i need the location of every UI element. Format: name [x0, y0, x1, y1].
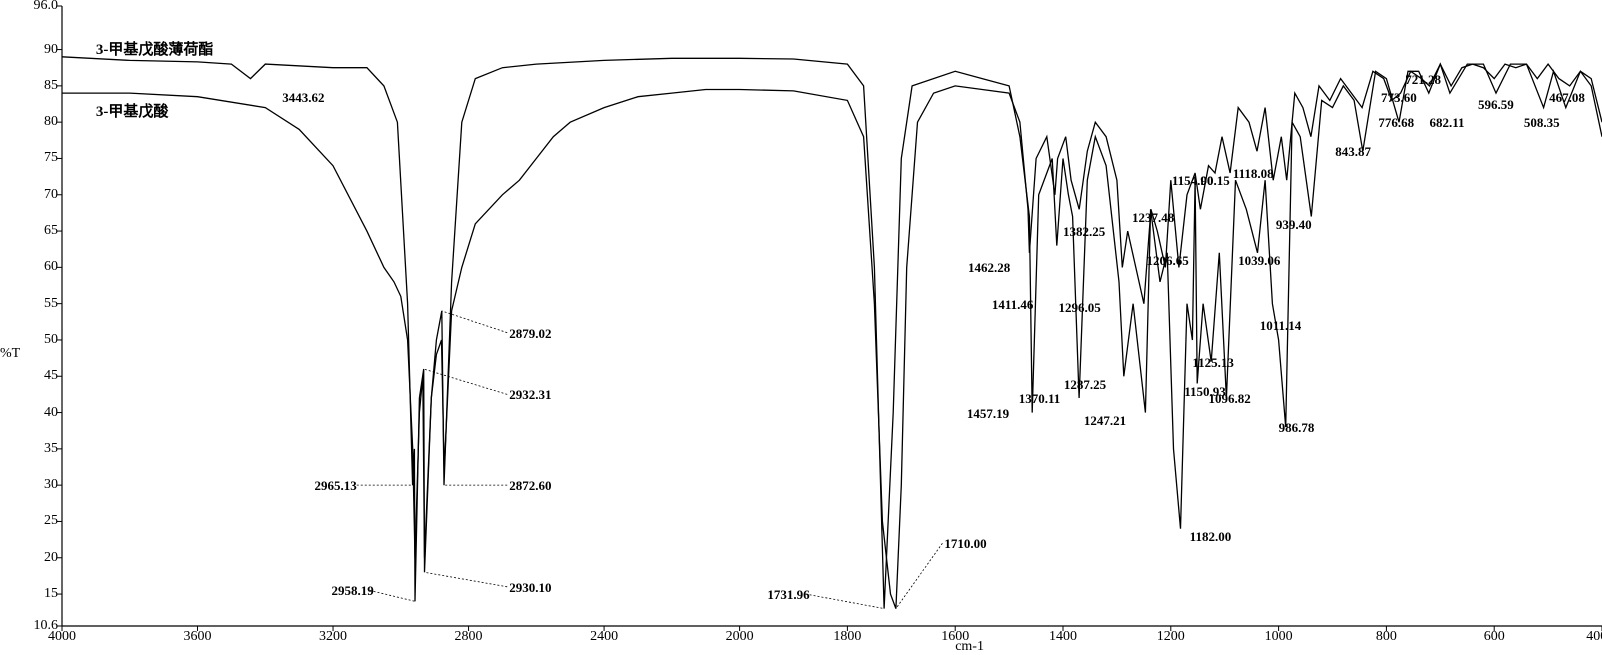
y-tick-label: 70	[8, 187, 58, 203]
y-tick-label: 35	[8, 441, 58, 457]
peak-label: 721.28	[1405, 73, 1441, 86]
series-ester	[62, 57, 1602, 609]
y-axis-label: %T	[0, 346, 20, 362]
peak-label: 939.40	[1276, 218, 1312, 231]
peak-label: 1011.14	[1260, 319, 1302, 332]
y-tick-label: 30	[8, 477, 58, 493]
peak-label: 1118.08	[1233, 167, 1274, 180]
y-tick-label: 20	[8, 550, 58, 566]
peak-label: 1411.46	[992, 298, 1034, 311]
series-label-acid: 3-甲基戊酸	[96, 100, 169, 121]
x-tick-label: 1800	[833, 629, 861, 645]
peak-label: 508.35	[1524, 116, 1560, 129]
peak-label: 1710.00	[944, 537, 986, 550]
peak-leader	[370, 590, 415, 601]
series-label-ester: 3-甲基戊酸薄荷酯	[96, 38, 214, 59]
peak-label: 1731.96	[767, 588, 809, 601]
ir-spectrum-chart	[0, 0, 1602, 655]
peak-leader	[424, 369, 507, 394]
x-tick-label: 400.0	[1586, 629, 1602, 645]
peak-label: 1296.05	[1058, 301, 1100, 314]
peak-label: 596.59	[1478, 98, 1514, 111]
peak-label: 1182.00	[1190, 530, 1232, 543]
peak-label: 3443.62	[282, 91, 324, 104]
peak-label: 1287.25	[1064, 378, 1106, 391]
peak-label: 1206.65	[1147, 254, 1189, 267]
peak-label: 1382.25	[1063, 225, 1105, 238]
peak-label: 682.11	[1430, 116, 1465, 129]
peak-label: 1125.13	[1192, 356, 1234, 369]
y-tick-label: 50	[8, 332, 58, 348]
x-tick-label: 2000	[726, 629, 754, 645]
y-tick-label: 80	[8, 114, 58, 130]
peak-label: 843.87	[1335, 145, 1371, 158]
peak-label: 00.15	[1200, 174, 1229, 187]
x-tick-label: 3600	[184, 629, 212, 645]
y-tick-label: 60	[8, 259, 58, 275]
peak-label: 1039.06	[1238, 254, 1280, 267]
peak-leader	[424, 572, 507, 587]
x-tick-label: 4000	[48, 629, 76, 645]
peak-label: 1237.48	[1132, 211, 1174, 224]
peak-leader	[896, 543, 943, 608]
x-tick-label: 1000	[1265, 629, 1293, 645]
peak-label: 776.68	[1378, 116, 1414, 129]
x-tick-label: 1400	[1049, 629, 1077, 645]
peak-label: 1457.19	[967, 407, 1009, 420]
peak-label: 1247.21	[1084, 414, 1126, 427]
x-tick-label: 3200	[319, 629, 347, 645]
x-tick-label: 800	[1376, 629, 1397, 645]
y-tick-label: 85	[8, 78, 58, 94]
peak-label: 1096.82	[1209, 392, 1251, 405]
peak-label: 467.08	[1549, 91, 1585, 104]
y-tick-label: 40	[8, 405, 58, 421]
peak-label: 2965.13	[315, 479, 357, 492]
peak-label: 2930.10	[509, 581, 551, 594]
y-tick-label: 65	[8, 223, 58, 239]
x-tick-label: 2800	[455, 629, 483, 645]
y-tick-label: 96.0	[8, 0, 58, 14]
peak-label: 1370.11	[1019, 392, 1061, 405]
x-tick-label: 600	[1484, 629, 1505, 645]
y-tick-label: 75	[8, 150, 58, 166]
y-tick-label: 45	[8, 368, 58, 384]
peak-label: 773.60	[1381, 91, 1417, 104]
y-tick-label: 15	[8, 586, 58, 602]
y-tick-label: 90	[8, 42, 58, 58]
x-axis-label: cm-1	[955, 639, 984, 655]
peak-leader	[806, 594, 884, 609]
x-tick-label: 1200	[1157, 629, 1185, 645]
series-acid	[62, 64, 1602, 609]
peak-label: 2872.60	[509, 479, 551, 492]
y-tick-label: 25	[8, 513, 58, 529]
y-tick-label: 55	[8, 296, 58, 312]
peak-label: 2932.31	[509, 388, 551, 401]
peak-label: 986.78	[1279, 421, 1315, 434]
peak-label: 2879.02	[509, 327, 551, 340]
peak-label: 1462.28	[968, 261, 1010, 274]
peak-label: 2958.19	[331, 584, 373, 597]
x-tick-label: 2400	[590, 629, 618, 645]
